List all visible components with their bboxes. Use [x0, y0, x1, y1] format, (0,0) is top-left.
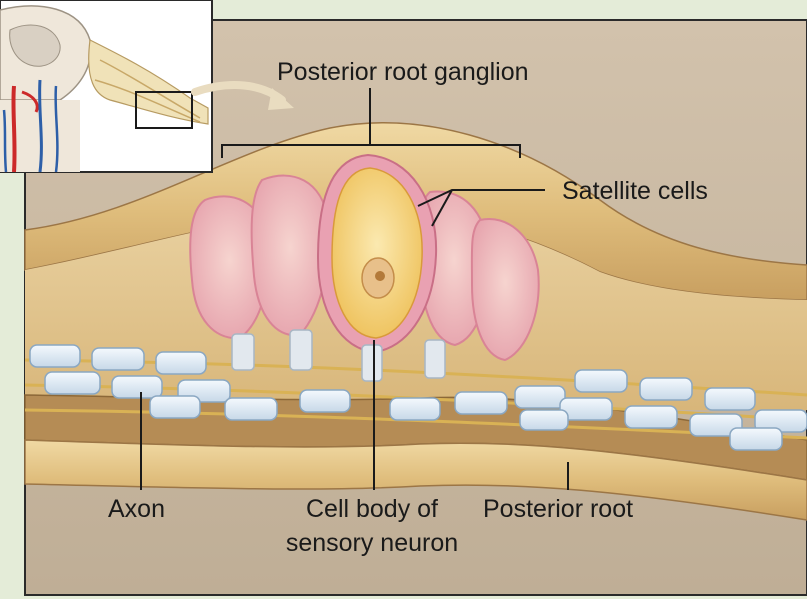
neuron-processes: [231, 329, 446, 379]
inset-spinal-cord: [0, 0, 213, 173]
label-cell-body-line1: Cell body of: [305, 495, 439, 523]
outer-sheath-lower: [24, 439, 807, 521]
leader-lines: [140, 88, 569, 490]
label-satellite-cells: Satellite cells: [562, 177, 708, 205]
schwann-cells: [29, 344, 807, 451]
label-axon: Axon: [108, 495, 165, 523]
label-posterior-root-ganglion: Posterior root ganglion: [277, 58, 529, 86]
central-neuron: [316, 153, 438, 382]
label-cell-body-line2: sensory neuron: [285, 529, 459, 557]
neighbor-cell-bodies: [189, 174, 540, 362]
inset-highlight-box: [135, 91, 193, 129]
arrow-head: [268, 88, 294, 110]
label-posterior-root: Posterior root: [483, 495, 634, 523]
